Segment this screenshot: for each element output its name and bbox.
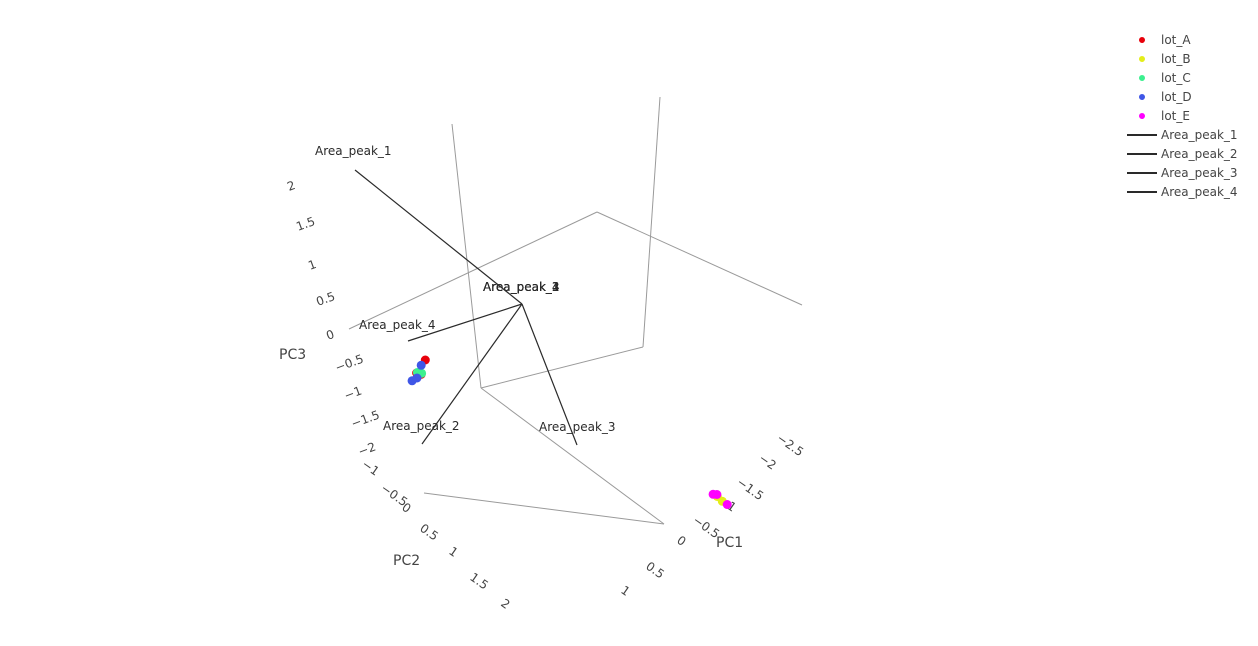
grid-edge [642,96,661,348]
legend-item-lot_E[interactable]: lot_E [1125,106,1255,125]
axis-frame [348,96,803,525]
grid-edge [596,211,803,306]
legend-label: Area_peak_2 [1161,146,1238,161]
z-tick-label: 0.5 [314,289,337,309]
x-tick-label: −1.5 [734,475,766,503]
legend-label: Area_peak_1 [1161,127,1238,142]
point-lot_D [416,360,426,370]
grid-edge [348,211,598,330]
x-tick-label: 0.5 [643,559,667,581]
grid-edge [423,492,665,525]
grid-edge [480,346,644,389]
z-tick-label: 1.5 [294,214,317,234]
legend-label: lot_D [1161,89,1192,104]
loading-origin-label: Area_peak_2 [483,280,560,294]
legend-item-Area_peak_2[interactable]: Area_peak_2 [1125,144,1255,163]
point-lot_E [722,500,732,509]
legend-item-lot_A[interactable]: lot_A [1125,30,1255,49]
y-axis-title: PC2 [393,553,420,569]
loading-origin-label: Area_peak_4 [483,280,560,294]
loading-line-Area_peak_4 [407,303,523,342]
z-tick-label: −0.5 [333,352,365,375]
legend-marker-icon [1125,87,1157,106]
data-points [407,355,732,509]
legend-item-Area_peak_1[interactable]: Area_peak_1 [1125,125,1255,144]
legend-label: lot_B [1161,51,1191,66]
x-tick-label: −2 [756,451,779,473]
legend-marker-icon [1125,68,1157,87]
y-tick-label: 1.5 [467,570,491,592]
legend-line-icon [1125,182,1157,201]
loading-origin-label: Area_peak_3 [483,280,560,294]
axis-titles: PC3 PC2 PC1 [279,347,743,569]
loading-label-Area_peak_4: Area_peak_4 [359,318,436,332]
y-tick-label: 1 [446,544,460,560]
legend-item-lot_D[interactable]: lot_D [1125,87,1255,106]
x-tick-label: 1 [618,583,632,599]
legend-label: lot_C [1161,70,1191,85]
legend-label: Area_peak_4 [1161,184,1238,199]
z-tick-label: 0 [324,327,336,343]
z-axis-title: PC3 [279,347,306,363]
loading-label-Area_peak_1: Area_peak_1 [315,144,392,158]
y-tick-label: −1 [359,457,382,479]
legend-item-Area_peak_4[interactable]: Area_peak_4 [1125,182,1255,201]
loading-line-Area_peak_2 [421,303,523,445]
z-tick-label: 2 [285,178,297,194]
legend-line-icon [1125,144,1157,163]
loading-origin-label: Area_peak_1 [483,280,560,294]
legend-label: lot_A [1161,32,1191,47]
legend-marker-icon [1125,30,1157,49]
loading-label-Area_peak_2: Area_peak_2 [383,419,460,433]
x-axis-title: PC1 [716,535,743,551]
grid-edge [480,387,665,525]
legend-label: lot_E [1161,108,1190,123]
loading-label-Area_peak_3: Area_peak_3 [539,420,616,434]
z-tick-label: −1 [342,384,363,403]
z-tick-label: 1 [306,257,318,273]
grid-edge [451,123,482,389]
x-tick-label: 0 [674,533,688,549]
legend-line-icon [1125,125,1157,144]
legend: lot_A lot_B lot_C lot_D lot_E Area_peak_1 Area… [1125,30,1255,201]
legend-item-lot_C[interactable]: lot_C [1125,68,1255,87]
legend-item-Area_peak_3[interactable]: Area_peak_3 [1125,163,1255,182]
point-lot_D [407,376,417,386]
legend-item-lot_B[interactable]: lot_B [1125,49,1255,68]
z-tick-label: −1.5 [349,408,381,431]
loading-line-Area_peak_1 [354,169,523,305]
z-tick-label: −2 [356,440,377,459]
point-lot_E [708,489,718,499]
y-tick-label: 2 [498,596,512,612]
loading-line-Area_peak_3 [521,303,578,446]
legend-marker-icon [1125,106,1157,125]
legend-marker-icon [1125,49,1157,68]
legend-line-icon [1125,163,1157,182]
y-tick-label: 0.5 [417,521,441,543]
legend-label: Area_peak_3 [1161,165,1238,180]
x-tick-label: −2.5 [774,431,806,459]
